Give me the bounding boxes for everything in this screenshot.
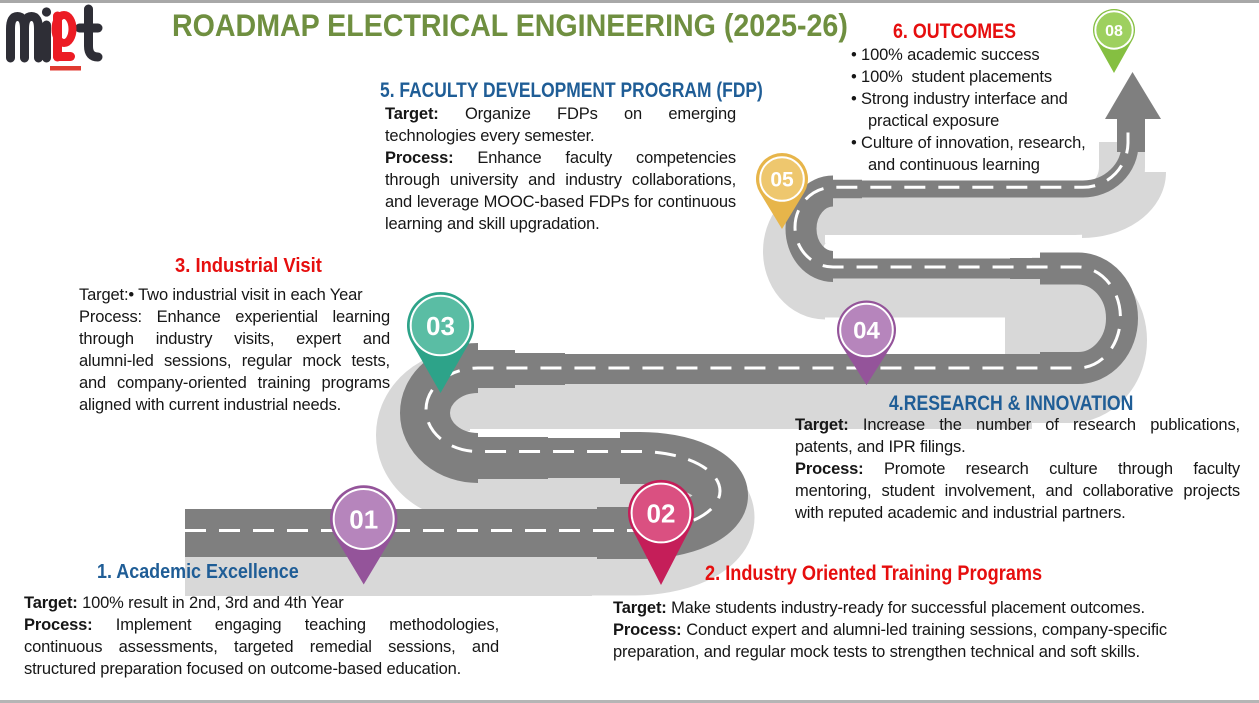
svg-text:04: 04 bbox=[853, 318, 880, 345]
svg-text:01: 01 bbox=[349, 504, 378, 534]
svg-text:05: 05 bbox=[770, 168, 794, 191]
svg-text:02: 02 bbox=[647, 498, 676, 528]
svg-text:08: 08 bbox=[1105, 23, 1123, 40]
svg-text:03: 03 bbox=[426, 311, 455, 341]
